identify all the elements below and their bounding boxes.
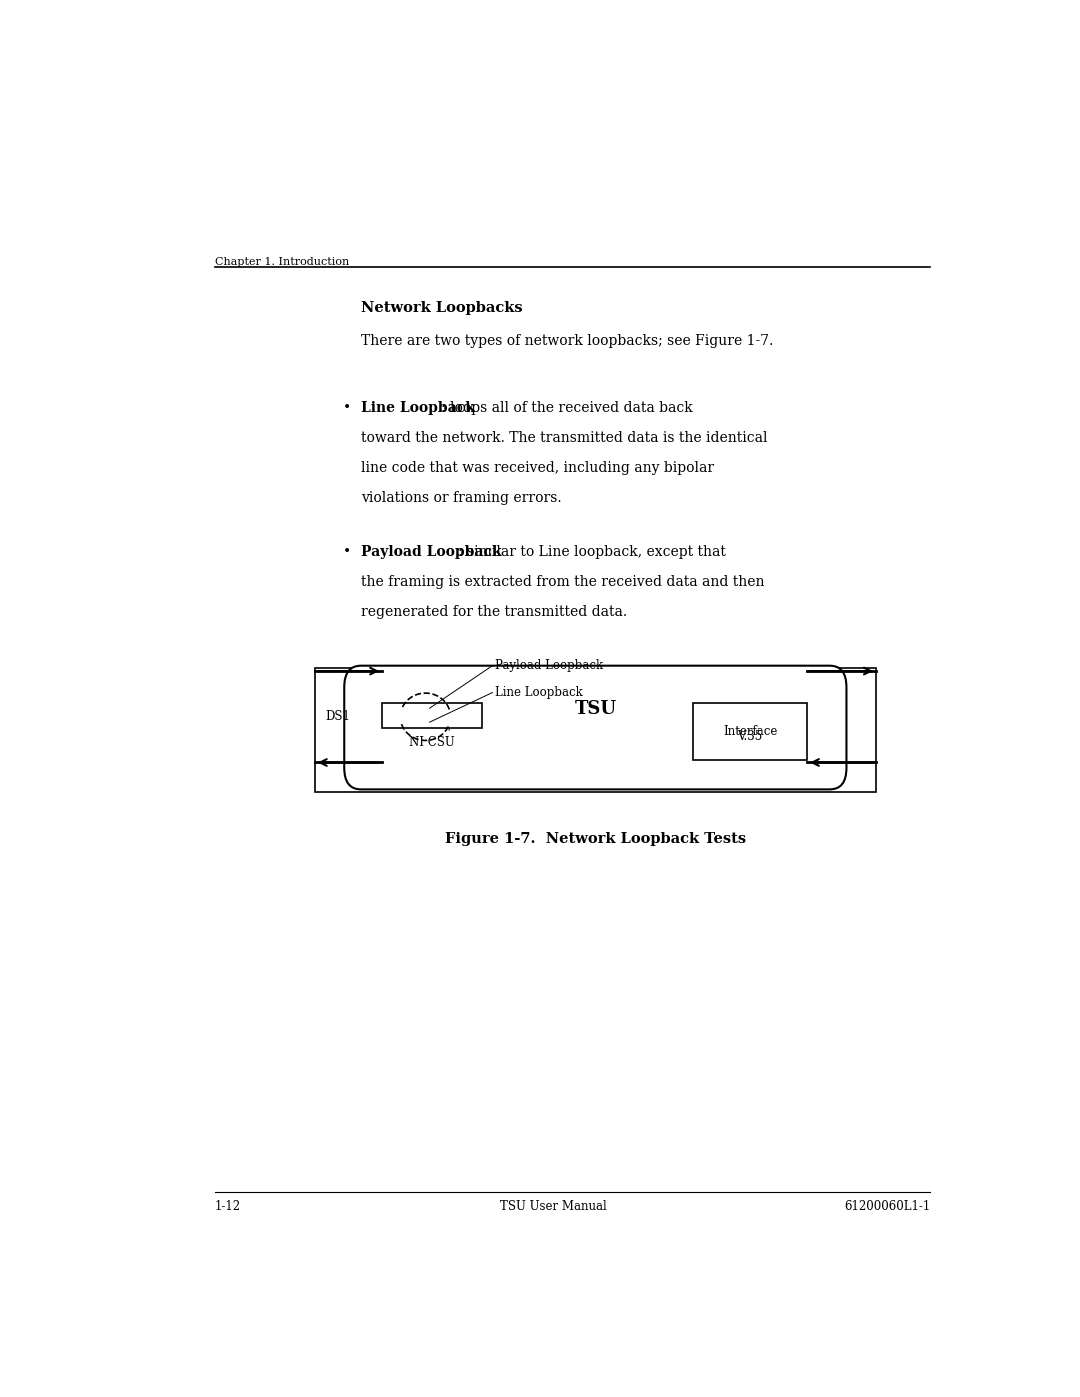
Text: DS1: DS1 — [325, 710, 350, 724]
Text: Payload Loopback: Payload Loopback — [361, 545, 501, 559]
Bar — [382, 703, 483, 728]
Text: regenerated for the transmitted data.: regenerated for the transmitted data. — [361, 605, 627, 619]
FancyBboxPatch shape — [315, 668, 876, 792]
Text: •: • — [342, 545, 351, 559]
Text: 61200060L1-1: 61200060L1-1 — [843, 1200, 930, 1214]
Bar — [693, 703, 807, 760]
Text: Line Loopback: Line Loopback — [495, 686, 583, 698]
FancyBboxPatch shape — [345, 666, 847, 789]
Text: TSU: TSU — [575, 700, 617, 718]
Text: toward the network. The transmitted data is the identical: toward the network. The transmitted data… — [361, 432, 768, 446]
Text: violations or framing errors.: violations or framing errors. — [361, 492, 562, 506]
Text: TSU User Manual: TSU User Manual — [500, 1200, 607, 1214]
Text: the framing is extracted from the received data and then: the framing is extracted from the receiv… — [361, 576, 765, 590]
Text: V.35: V.35 — [738, 731, 762, 743]
Text: Payload Loopback: Payload Loopback — [495, 659, 603, 672]
Text: 1-12: 1-12 — [215, 1200, 241, 1214]
Text: line code that was received, including any bipolar: line code that was received, including a… — [361, 461, 714, 475]
Text: Figure 1-7.  Network Loopback Tests: Figure 1-7. Network Loopback Tests — [445, 833, 746, 847]
Text: Line Loopback: Line Loopback — [361, 401, 475, 415]
Text: Chapter 1. Introduction: Chapter 1. Introduction — [215, 257, 349, 267]
Text: : loops all of the received data back: : loops all of the received data back — [442, 401, 693, 415]
Text: NI CSU: NI CSU — [409, 736, 455, 749]
Text: •: • — [342, 401, 351, 415]
Text: There are two types of network loopbacks; see Figure 1-7.: There are two types of network loopbacks… — [361, 334, 773, 348]
Text: Network Loopbacks: Network Loopbacks — [361, 300, 523, 316]
Text: Interface: Interface — [723, 725, 778, 739]
Text: : similar to Line loopback, except that: : similar to Line loopback, except that — [458, 545, 726, 559]
